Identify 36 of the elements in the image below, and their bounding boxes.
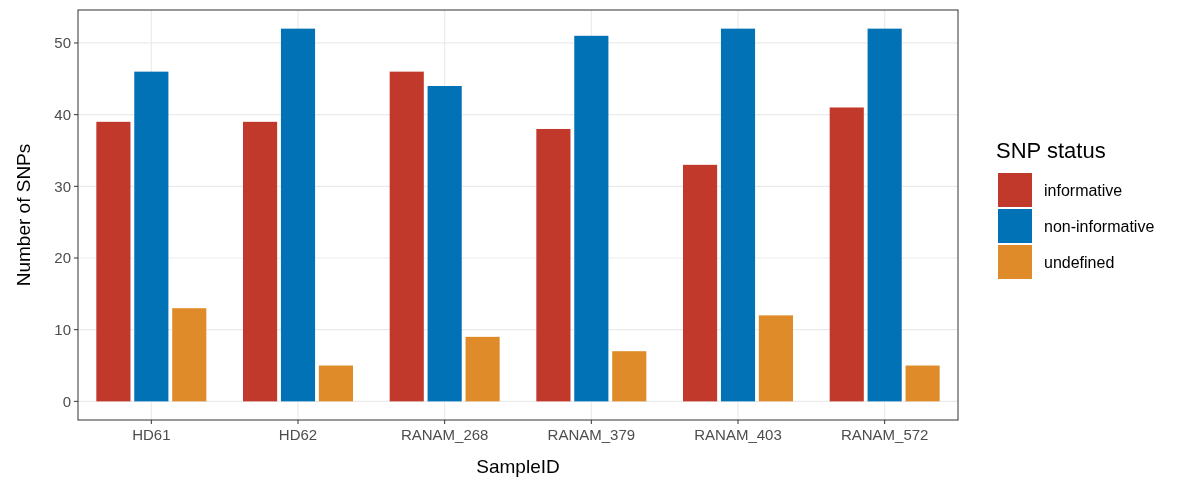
bar <box>758 315 793 402</box>
y-axis-title: Number of SNPs <box>13 143 34 287</box>
bar <box>427 85 462 402</box>
x-axis-title: SampleID <box>476 456 560 477</box>
bar <box>867 28 902 402</box>
x-tick-label: RANAM_379 <box>547 426 636 443</box>
y-tick-label: 10 <box>54 320 71 338</box>
x-tick-label: HD62 <box>278 426 318 443</box>
bar <box>96 121 131 402</box>
x-tick-label: RANAM_268 <box>400 426 489 443</box>
bar <box>829 107 864 402</box>
y-tick-label: 0 <box>62 392 71 410</box>
legend-label: informative <box>1044 181 1123 199</box>
bar <box>720 28 756 402</box>
bar <box>243 121 278 402</box>
x-tick-label: RANAM_572 <box>840 426 929 443</box>
bar <box>280 28 316 402</box>
bar <box>134 71 169 402</box>
x-tick-label: HD61 <box>132 426 171 443</box>
bar <box>465 336 500 402</box>
bar <box>574 35 609 402</box>
bar <box>536 128 571 402</box>
y-tick-label: 30 <box>54 177 71 195</box>
y-tick-label: 20 <box>54 249 71 267</box>
bar <box>612 351 647 402</box>
bar <box>683 164 718 402</box>
bar <box>905 365 940 402</box>
x-tick-label: RANAM_403 <box>694 426 782 443</box>
bar <box>389 71 424 402</box>
bar <box>172 308 207 402</box>
y-tick-label: 40 <box>54 105 71 123</box>
legend-label: non-informative <box>1044 217 1155 235</box>
bar <box>318 365 353 402</box>
legend-title: SNP status <box>996 138 1106 163</box>
y-tick-label: 50 <box>54 34 71 52</box>
legend-label: undefined <box>1044 253 1115 271</box>
